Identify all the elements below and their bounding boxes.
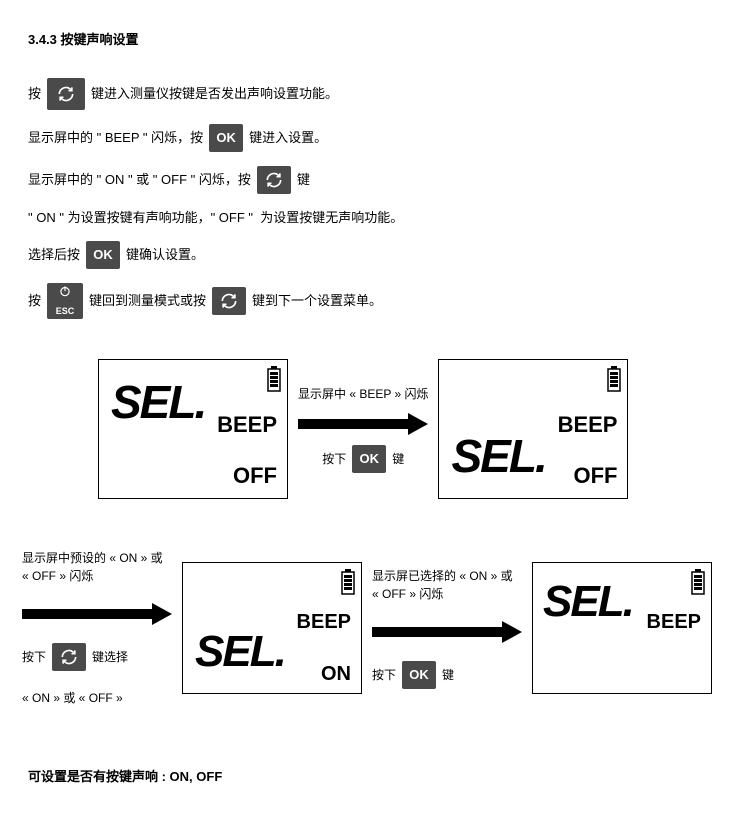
paragraph-1: 按 键进入测量仪按键是否发出声响设置功能。 <box>28 78 723 110</box>
cycle-button-icon <box>212 287 246 315</box>
paragraph-5: 选择后按 OK 键确认设置。 <box>28 241 723 269</box>
p1-b: 键进入测量仪按键是否发出声响设置功能。 <box>91 84 338 104</box>
lcd-screen-2: BEEP SEL. OFF <box>438 359 628 499</box>
flow2-press: 按下 <box>22 648 46 666</box>
lcd-beep: BEEP <box>217 408 277 441</box>
arrow-icon <box>372 621 522 643</box>
p6-c: 键到下一个设置菜单。 <box>252 291 382 311</box>
flow2-desc: 显示屏中预设的 « ON » 或 « OFF » 闪烁 <box>22 549 172 585</box>
flow-row-2: 显示屏中预设的 « ON » 或 « OFF » 闪烁 按下 键选择 « ON … <box>22 549 723 707</box>
p4: " ON " 为设置按键有声响功能，" OFF " 为设置按键无声响功能。 <box>28 208 403 228</box>
p2-b: 键进入设置。 <box>249 128 327 148</box>
ok-button-icon: OK <box>86 241 120 269</box>
lcd-screen-1: SEL. BEEP OFF <box>98 359 288 499</box>
flow2-select: 键选择 <box>92 648 128 666</box>
lcd-sel: SEL. <box>451 422 545 491</box>
flow1-sub: 按下 OK 键 <box>322 445 404 473</box>
ok-button-icon: OK <box>352 445 386 473</box>
p1-a: 按 <box>28 84 41 104</box>
esc-button-icon: ESC <box>47 283 83 319</box>
ok-button-icon: OK <box>209 124 243 152</box>
p5-a: 选择后按 <box>28 245 80 265</box>
lcd-beep: BEEP <box>297 607 351 637</box>
flow1-key: 键 <box>392 450 404 468</box>
flow1-press: 按下 <box>322 450 346 468</box>
lcd-on: ON <box>321 659 351 689</box>
section-heading: 3.4.3 按键声响设置 <box>28 30 723 50</box>
flow2-press-line: 按下 键选择 <box>22 643 128 671</box>
cycle-button-icon <box>47 78 85 110</box>
flow2-opts: « ON » 或 « OFF » <box>22 689 123 707</box>
paragraph-6: 按 ESC 键回到测量模式或按 键到下一个设置菜单。 <box>28 283 723 319</box>
battery-icon <box>691 569 705 601</box>
p5-b: 键确认设置。 <box>126 245 204 265</box>
ok-button-icon: OK <box>402 661 436 689</box>
flow3-text: 显示屏已选择的 « ON » 或 « OFF » 闪烁 按下 OK 键 <box>372 567 522 689</box>
flow3-key: 键 <box>442 666 454 684</box>
flow1-caption: 显示屏中 « BEEP » 闪烁 <box>298 385 428 403</box>
lcd-screen-3: BEEP SEL. ON <box>182 562 362 694</box>
lcd-off: OFF <box>233 459 277 492</box>
paragraph-3: 显示屏中的 " ON " 或 " OFF " 闪烁，按 键 <box>28 166 723 194</box>
cycle-button-icon <box>52 643 86 671</box>
flow3-press-line: 按下 OK 键 <box>372 661 454 689</box>
esc-label: ESC <box>56 305 75 319</box>
battery-icon <box>267 366 281 398</box>
lcd-sel: SEL. <box>543 569 633 635</box>
lcd-beep: BEEP <box>647 607 701 637</box>
paragraph-4: " ON " 为设置按键有声响功能，" OFF " 为设置按键无声响功能。 <box>28 208 723 228</box>
flow3-desc: 显示屏已选择的 « ON » 或 « OFF » 闪烁 <box>372 567 522 603</box>
flow-row-1: SEL. BEEP OFF 显示屏中 « BEEP » 闪烁 按下 OK 键 B… <box>98 359 723 499</box>
flow-arrow-1: 显示屏中 « BEEP » 闪烁 按下 OK 键 <box>298 385 428 473</box>
footer-note: 可设置是否有按键声响 : ON, OFF <box>28 767 723 787</box>
lcd-sel: SEL. <box>111 368 205 437</box>
flow2-text: 显示屏中预设的 « ON » 或 « OFF » 闪烁 按下 键选择 « ON … <box>22 549 172 707</box>
arrow-icon <box>298 413 428 435</box>
flow3-press: 按下 <box>372 666 396 684</box>
p3-a: 显示屏中的 " ON " 或 " OFF " 闪烁，按 <box>28 170 251 190</box>
cycle-button-icon <box>257 166 291 194</box>
lcd-off: OFF <box>573 459 617 492</box>
battery-icon <box>341 569 355 601</box>
lcd-sel: SEL. <box>195 619 285 685</box>
p3-b: 键 <box>297 170 310 190</box>
p6-a: 按 <box>28 291 41 311</box>
p2-a: 显示屏中的 " BEEP " 闪烁，按 <box>28 128 203 148</box>
paragraph-2: 显示屏中的 " BEEP " 闪烁，按 OK 键进入设置。 <box>28 124 723 152</box>
battery-icon <box>607 366 621 398</box>
lcd-beep: BEEP <box>558 408 618 441</box>
lcd-screen-4: SEL. BEEP <box>532 562 712 694</box>
p6-b: 键回到测量模式或按 <box>89 291 206 311</box>
arrow-icon <box>22 603 172 625</box>
